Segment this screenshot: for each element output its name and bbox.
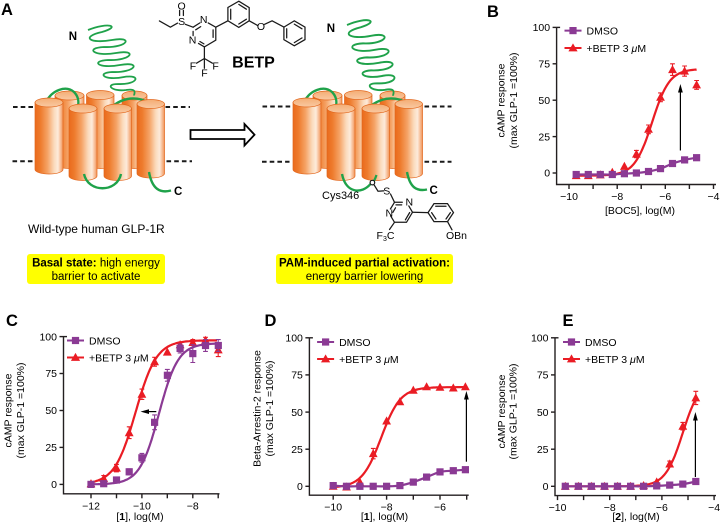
- svg-text:−4: −4: [708, 191, 720, 203]
- svg-text:C: C: [430, 185, 438, 197]
- svg-text:[BOC5], log(M): [BOC5], log(M): [605, 205, 675, 217]
- svg-text:C: C: [6, 312, 18, 330]
- svg-text:S: S: [383, 185, 390, 197]
- svg-text:−8: −8: [611, 191, 623, 203]
- svg-text:N: N: [189, 35, 197, 47]
- svg-text:N: N: [69, 31, 77, 43]
- svg-text:25: 25: [291, 444, 303, 456]
- svg-text:(max GLP-1 =100%): (max GLP-1 =100%): [15, 363, 27, 459]
- svg-text:+BETP 3 μM: +BETP 3 μM: [89, 352, 149, 364]
- svg-text:−8: −8: [187, 500, 199, 512]
- svg-text:50: 50: [291, 407, 303, 419]
- svg-text:O: O: [257, 21, 265, 33]
- svg-text:(max GLP-1 =100%): (max GLP-1 =100%): [508, 53, 520, 149]
- svg-text:cAMP response: cAMP response: [496, 374, 508, 448]
- svg-text:75: 75: [537, 370, 549, 382]
- svg-text:−10: −10: [549, 502, 567, 514]
- svg-text:energy barrier lowering: energy barrier lowering: [306, 271, 424, 283]
- svg-text:+BETP 3 μM: +BETP 3 μM: [587, 43, 647, 55]
- svg-text:PAM-induced partial activation: PAM-induced partial activation:: [279, 258, 450, 270]
- svg-text:N: N: [406, 196, 414, 208]
- svg-text:25: 25: [538, 131, 550, 143]
- svg-text:DMSO: DMSO: [587, 25, 619, 37]
- svg-text:−6: −6: [659, 191, 671, 203]
- svg-text:0: 0: [51, 479, 57, 491]
- svg-text:BETP: BETP: [232, 55, 275, 72]
- svg-text:−12: −12: [82, 500, 100, 512]
- svg-text:N: N: [200, 14, 208, 26]
- svg-text:Basal state: high energy: Basal state: high energy: [32, 258, 160, 270]
- svg-text:0: 0: [543, 481, 549, 493]
- svg-text:A: A: [1, 1, 13, 19]
- svg-text:Wild-type human GLP-1R: Wild-type human GLP-1R: [28, 222, 165, 236]
- svg-text:−8: −8: [604, 502, 616, 514]
- svg-text:[2], log(M): [2], log(M): [612, 511, 659, 523]
- svg-text:−8: −8: [381, 502, 393, 514]
- svg-text:0: 0: [297, 481, 303, 493]
- svg-text:DMSO: DMSO: [339, 337, 371, 349]
- svg-text:N: N: [327, 23, 335, 35]
- svg-text:75: 75: [291, 370, 303, 382]
- svg-text:50: 50: [45, 405, 57, 417]
- svg-text:Cys346: Cys346: [322, 190, 359, 202]
- svg-text:cAMP response: cAMP response: [3, 373, 15, 447]
- svg-text:(max GLP-1 =100%): (max GLP-1 =100%): [508, 364, 520, 460]
- svg-text:−10: −10: [133, 500, 151, 512]
- svg-text:−10: −10: [560, 191, 578, 203]
- svg-text:−4: −4: [708, 502, 720, 514]
- svg-text:+BETP 3 μM: +BETP 3 μM: [585, 354, 645, 366]
- svg-text:F: F: [212, 61, 218, 73]
- svg-text:25: 25: [537, 444, 549, 456]
- svg-text:cAMP response: cAMP response: [496, 63, 508, 137]
- svg-text:F3C: F3C: [377, 230, 395, 243]
- svg-text:[1], log(M): [1], log(M): [116, 511, 163, 523]
- svg-text:Beta-Arrestin-2 response: Beta-Arrestin-2 response: [251, 350, 263, 467]
- svg-text:DMSO: DMSO: [89, 335, 121, 347]
- svg-text:75: 75: [538, 59, 550, 71]
- svg-text:100: 100: [533, 22, 551, 34]
- svg-text:E: E: [563, 312, 574, 330]
- svg-text:barrier to activate: barrier to activate: [52, 271, 141, 283]
- svg-text:F: F: [190, 61, 196, 73]
- svg-text:F: F: [201, 67, 207, 79]
- svg-text:B: B: [487, 3, 499, 21]
- svg-text:(max GLP-1 =100%): (max GLP-1 =100%): [264, 361, 276, 457]
- svg-text:100: 100: [531, 333, 549, 345]
- svg-text:OBn: OBn: [446, 230, 467, 242]
- svg-text:−6: −6: [656, 502, 668, 514]
- svg-text:75: 75: [45, 368, 57, 380]
- svg-text:50: 50: [537, 407, 549, 419]
- svg-text:DMSO: DMSO: [585, 337, 617, 349]
- svg-text:S: S: [178, 16, 185, 28]
- svg-text:100: 100: [285, 333, 303, 345]
- svg-text:C: C: [174, 186, 182, 198]
- svg-text:[1], log(M): [1], log(M): [361, 511, 408, 523]
- svg-text:−10: −10: [324, 502, 342, 514]
- svg-text:100: 100: [39, 331, 57, 343]
- svg-text:O: O: [178, 0, 186, 12]
- svg-text:0: 0: [544, 168, 550, 180]
- svg-text:−6: −6: [434, 502, 446, 514]
- svg-text:N: N: [386, 207, 394, 219]
- svg-text:50: 50: [538, 95, 550, 107]
- svg-text:D: D: [265, 312, 277, 330]
- svg-text:+BETP 3 μM: +BETP 3 μM: [339, 354, 399, 366]
- svg-text:25: 25: [45, 442, 57, 454]
